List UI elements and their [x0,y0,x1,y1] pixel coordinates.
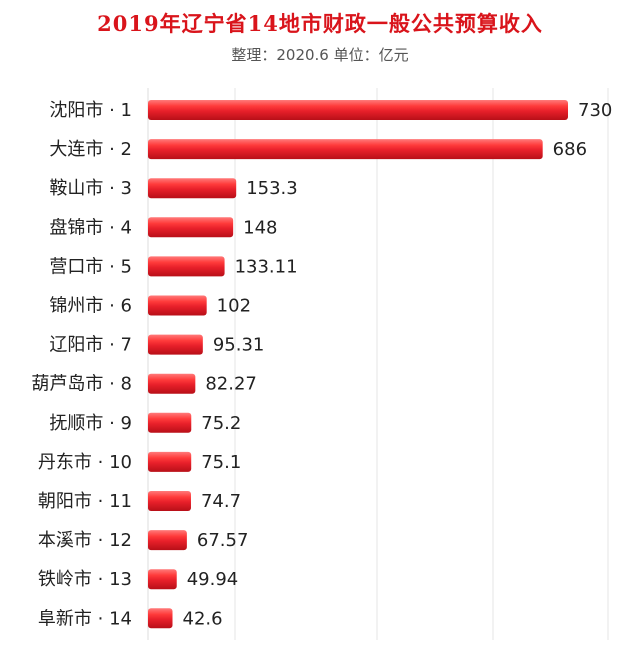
category-label-8: 葫芦岛市 · 8 [31,374,132,395]
grid-lines [147,88,609,640]
bar-8 [148,373,196,394]
category-label-1: 沈阳市 · 1 [49,100,132,121]
category-label-6: 锦州市 · 6 [49,296,132,317]
bar-7 [148,334,203,355]
labels: 沈阳市 · 1 730 大连市 · 2 686 鞍山市 · 3 153.3 盘锦市 · 4 1… [31,100,612,629]
category-label-3: 鞍山市 · 3 [49,178,132,199]
value-label-3: 153.3 [246,178,298,199]
value-label-5: 133.11 [235,256,298,277]
value-label-8: 82.27 [205,374,257,395]
bar-11 [148,491,191,511]
category-label-4: 盘锦市 · 4 [49,217,132,238]
category-label-5: 营口市 · 5 [49,256,132,277]
value-label-1: 730 [578,100,612,121]
bar-6 [148,295,207,316]
bar-14 [148,608,173,629]
bar-1 [148,100,568,120]
bar-9 [148,412,192,433]
value-label-6: 102 [217,296,251,317]
value-label-9: 75.2 [201,413,241,434]
chart-subtitle: 整理：2020.6 单位：亿元 [231,46,409,64]
bars [148,100,568,629]
bar-5 [148,256,225,277]
value-label-10: 75.1 [201,452,241,473]
bar-13 [148,569,177,590]
category-label-10: 丹东市 · 10 [38,452,132,473]
bar-12 [148,530,187,551]
value-label-12: 67.57 [197,530,249,551]
chart-title: 2019年辽宁省14地市财政一般公共预算收入 [97,11,543,36]
category-label-2: 大连市 · 2 [49,139,132,160]
value-label-4: 148 [243,217,277,238]
value-label-11: 74.7 [201,491,241,512]
category-label-7: 辽阳市 · 7 [49,335,132,356]
bar-4 [148,217,234,238]
value-label-13: 49.94 [187,569,239,590]
category-label-13: 铁岭市 · 13 [38,569,132,590]
bar-2 [148,139,543,160]
bar-3 [148,178,237,199]
category-label-9: 抚顺市 · 9 [49,413,132,434]
category-label-12: 本溪市 · 12 [38,530,132,551]
category-label-14: 阜新市 · 14 [38,608,132,629]
value-label-2: 686 [553,139,587,160]
value-label-7: 95.31 [213,335,265,356]
value-label-14: 42.6 [183,608,223,629]
bar-10 [148,451,192,472]
category-label-11: 朝阳市 · 11 [38,491,132,512]
